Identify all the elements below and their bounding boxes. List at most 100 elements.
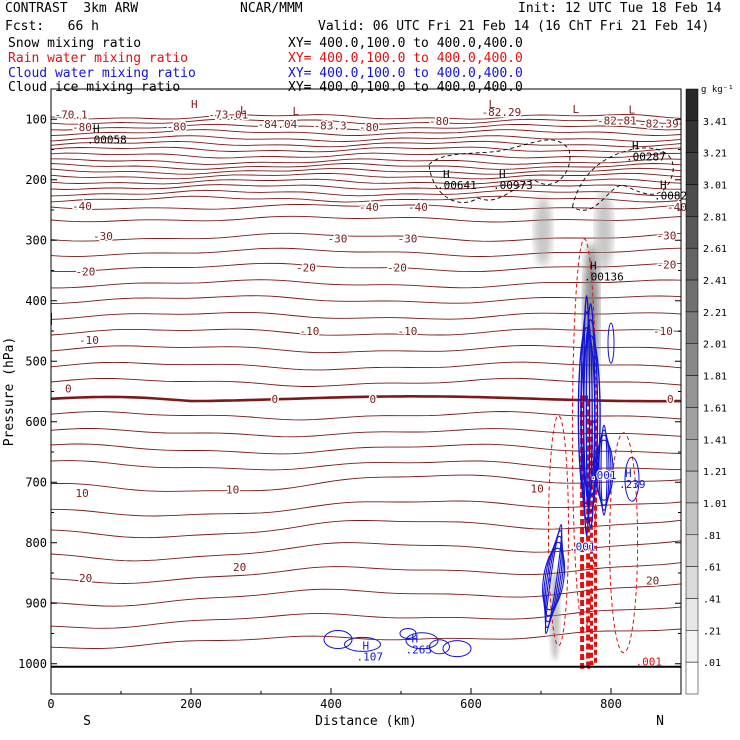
y-tick-label: 600 bbox=[25, 415, 47, 429]
isotherm-label: -73.01 bbox=[209, 108, 249, 121]
cloud-water-contour bbox=[442, 640, 472, 658]
isotherm-line bbox=[51, 474, 681, 492]
org-label: NCAR/MMM bbox=[240, 1, 303, 16]
isotherm-label: -10 bbox=[653, 325, 673, 338]
field-label-cloud-ice: Cloud ice mixing ratio bbox=[8, 80, 181, 95]
isotherm-label: -40 bbox=[408, 201, 428, 214]
cloud-water-contour bbox=[580, 335, 601, 497]
field-xy-snow: XY= 400.0,100.0 to 400.0,400.0 bbox=[288, 36, 523, 51]
colorbar-swatch bbox=[685, 216, 699, 249]
snow-shading bbox=[595, 191, 613, 272]
isotherm-label: 0 bbox=[65, 382, 72, 395]
isotherm-line bbox=[51, 215, 681, 223]
colorbar-swatch bbox=[685, 661, 699, 695]
isotherm-line bbox=[51, 345, 681, 354]
isotherm-line bbox=[51, 247, 681, 257]
isotherm-label: -84.04 bbox=[258, 118, 298, 131]
cloud-water-contour bbox=[600, 424, 608, 516]
isotherm-line bbox=[51, 311, 681, 320]
cloud-water-contour bbox=[596, 434, 612, 506]
colorbar-swatch bbox=[685, 566, 699, 599]
isotherm-label: -20 bbox=[387, 261, 407, 274]
isotherm-label: -80 bbox=[359, 121, 379, 134]
colorbar-swatch bbox=[685, 598, 699, 631]
colorbar-tick-label: 1.21 bbox=[703, 467, 727, 478]
colorbar-swatch bbox=[685, 630, 699, 663]
isotherm-label: -70.1 bbox=[55, 108, 88, 121]
cloud-water-label: .001 bbox=[569, 541, 596, 554]
colorbar-tick-label: 2.21 bbox=[703, 308, 727, 319]
y-tick-label: 700 bbox=[25, 475, 47, 489]
isotherm-line bbox=[51, 519, 681, 539]
y-tick-label: 300 bbox=[25, 233, 47, 247]
colorbar-swatch bbox=[685, 88, 699, 122]
isotherm-line bbox=[51, 178, 681, 185]
field-xy-cloud-ice: XY= 400.0,100.0 to 400.0,400.0 bbox=[288, 80, 523, 95]
isotherm-line bbox=[51, 460, 681, 471]
isotherm-label: -80 bbox=[429, 115, 449, 128]
extremum-marker: L bbox=[293, 105, 300, 118]
isotherm-line bbox=[51, 540, 681, 562]
extremum-value: .00973 bbox=[493, 179, 533, 192]
isotherm-line bbox=[51, 628, 681, 649]
extremum-marker: L bbox=[573, 103, 580, 116]
field-label-snow: Snow mixing ratio bbox=[8, 36, 142, 51]
extremum-marker: H bbox=[191, 98, 198, 111]
isotherm-label: -20 bbox=[657, 258, 677, 271]
isotherm-line bbox=[51, 152, 681, 159]
extremum-marker: H bbox=[443, 168, 450, 181]
isotherm-line bbox=[51, 129, 681, 137]
extremum-marker: H bbox=[93, 122, 100, 135]
y-tick-label: 200 bbox=[25, 173, 47, 187]
isotherm-label: 0 bbox=[370, 393, 377, 406]
colorbar-tick-label: 2.41 bbox=[703, 276, 727, 287]
extremum-marker: H bbox=[363, 640, 370, 653]
y-axis-label: Pressure (hPa) bbox=[2, 337, 17, 447]
extremum-value: .265 bbox=[406, 643, 433, 656]
rain-label: .001 bbox=[636, 656, 663, 669]
isotherm-label: -10 bbox=[79, 334, 99, 347]
isotherm-label: 10 bbox=[76, 487, 89, 500]
colorbar-swatch bbox=[685, 120, 699, 153]
isotherm-line bbox=[51, 361, 681, 371]
x-tick-label: 0 bbox=[47, 697, 54, 711]
isotherm-line bbox=[51, 163, 681, 170]
extremum-marker: H bbox=[660, 179, 667, 192]
x-tick-label: 600 bbox=[460, 697, 482, 711]
cloud-water-contour bbox=[544, 529, 563, 629]
cloud-water-contour bbox=[543, 541, 564, 617]
rain-core bbox=[590, 420, 597, 666]
extremum-marker: H bbox=[625, 467, 632, 480]
colorbar-tick-label: 2.81 bbox=[703, 212, 727, 223]
colorbar-tick-label: 2.61 bbox=[703, 244, 727, 255]
cloud-water-contour bbox=[399, 628, 417, 639]
colorbar-tick-label: .01 bbox=[703, 658, 721, 669]
isotherm-label: -30 bbox=[398, 232, 418, 245]
colorbar-tick-label: 2.01 bbox=[703, 340, 727, 351]
colorbar-swatch bbox=[685, 470, 699, 504]
x-tick-label: 800 bbox=[600, 697, 622, 711]
isotherm-label: -80 bbox=[167, 121, 187, 134]
isotherm-line bbox=[51, 118, 681, 125]
colorbar-tick-label: 1.01 bbox=[703, 499, 727, 510]
extremum-marker: L bbox=[240, 104, 247, 117]
isotherm-label: -30 bbox=[657, 229, 677, 242]
isotherm-label: -20 bbox=[296, 261, 316, 274]
colorbar-swatch bbox=[685, 279, 699, 313]
extremum-value: .00136 bbox=[584, 271, 624, 284]
isotherm-line bbox=[51, 232, 681, 242]
isotherm-label: -82.81 bbox=[597, 114, 637, 127]
cloud-water-contour bbox=[594, 439, 614, 501]
extremum-marker: L bbox=[489, 98, 496, 111]
field-xy-cloud-water: XY= 400.0,100.0 to 400.0,400.0 bbox=[288, 66, 523, 81]
field-label-rain: Rain water mixing ratio bbox=[8, 51, 189, 66]
colorbar-tick-label: 1.81 bbox=[703, 372, 727, 383]
colorbar-swatch bbox=[685, 184, 699, 217]
colorbar-unit: g kg⁻¹ bbox=[701, 85, 734, 95]
isotherm-label: -40 bbox=[667, 201, 687, 214]
isotherm-line bbox=[51, 262, 681, 273]
extremum-value: .00827 bbox=[654, 190, 694, 203]
isotherm-label: 0 bbox=[272, 393, 279, 406]
colorbar-swatch bbox=[685, 247, 699, 281]
isotherm-line bbox=[51, 184, 681, 190]
